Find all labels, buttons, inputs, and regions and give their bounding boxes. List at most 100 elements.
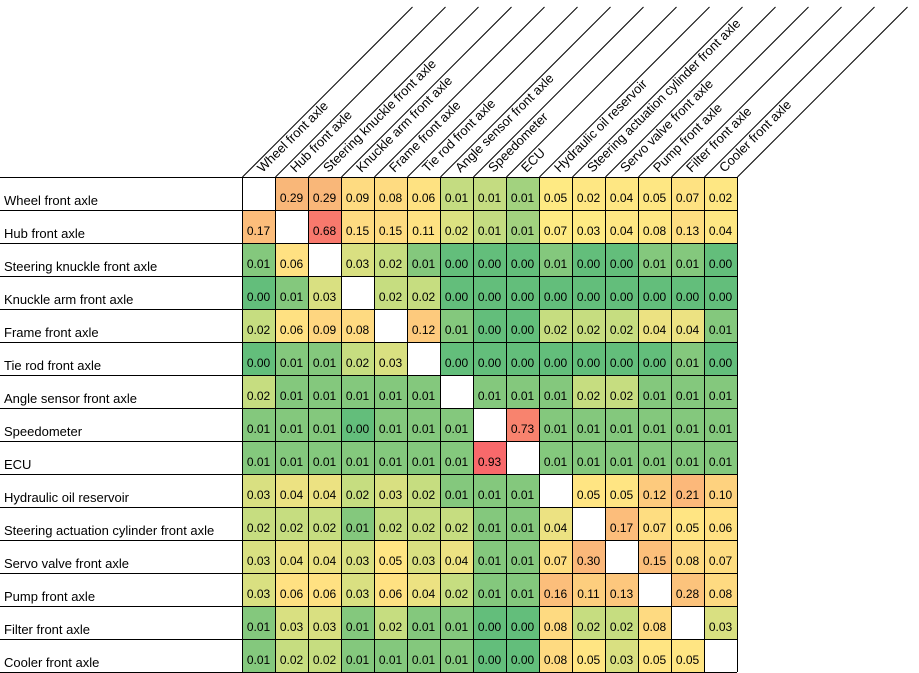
heatmap-cell — [473, 243, 506, 276]
cell-value: 0.01 — [676, 455, 700, 469]
row-label: Servo valve front axle — [4, 556, 130, 571]
heatmap-cell — [407, 639, 440, 672]
cell-value: 0.06 — [280, 257, 304, 271]
cell-value: 0.02 — [247, 389, 271, 403]
heatmap-cell — [539, 606, 572, 639]
heatmap-cell — [308, 276, 341, 309]
header-diagonal-line — [638, 6, 809, 178]
heatmap-cell — [275, 540, 308, 573]
heatmap-cell — [407, 375, 440, 408]
cell-value: 0.04 — [412, 587, 436, 601]
diagonal-cell — [671, 606, 704, 639]
heatmap-cell — [605, 639, 638, 672]
heatmap-cell — [473, 375, 506, 408]
header-diagonal-line — [242, 6, 413, 178]
heatmap-cell — [506, 243, 539, 276]
heatmap-cell — [341, 177, 374, 210]
cell-value: 0.01 — [247, 422, 271, 436]
diagonal-cell — [704, 639, 737, 672]
cell-value: 0.12 — [643, 488, 667, 502]
heatmap-cell — [473, 309, 506, 342]
cell-value: 0.01 — [445, 191, 469, 205]
cell-value: 0.01 — [445, 422, 469, 436]
row-label: Hydraulic oil reservoir — [4, 490, 129, 505]
heatmap-cell — [242, 408, 275, 441]
header-diagonal-line — [308, 6, 479, 178]
cell-value: 0.01 — [709, 422, 733, 436]
heatmap-cell — [374, 441, 407, 474]
heatmap-cell — [539, 507, 572, 540]
heatmap-cell — [341, 375, 374, 408]
row-label: Frame front axle — [4, 325, 99, 340]
cell-value: 0.01 — [709, 389, 733, 403]
heatmap-cell — [341, 342, 374, 375]
cell-value: 0.00 — [709, 290, 733, 304]
heatmap-cell — [539, 342, 572, 375]
heatmap-cell — [341, 639, 374, 672]
cell-value: 0.03 — [610, 653, 634, 667]
cell-value: 0.00 — [247, 356, 271, 370]
heatmap-cell — [341, 507, 374, 540]
cell-value: 0.06 — [709, 521, 733, 535]
cell-value: 0.02 — [577, 191, 601, 205]
cell-value: 0.01 — [346, 389, 370, 403]
row-label: ECU — [4, 457, 32, 472]
heatmap-cell — [374, 573, 407, 606]
row-label: Steering knuckle front axle — [4, 259, 158, 274]
heatmap-cell — [407, 309, 440, 342]
cell-value: 0.02 — [610, 389, 634, 403]
cell-value: 0.01 — [478, 389, 502, 403]
diagonal-cell — [539, 474, 572, 507]
heatmap-cell — [671, 474, 704, 507]
heatmap-cell — [605, 507, 638, 540]
cell-value: 0.01 — [643, 389, 667, 403]
heatmap-cell — [671, 243, 704, 276]
cell-value: 0.01 — [412, 653, 436, 667]
heatmap-cell — [440, 276, 473, 309]
heatmap-cell — [440, 342, 473, 375]
heatmap-cell — [671, 639, 704, 672]
row-label: Tie rod front axle — [4, 358, 102, 373]
cell-value: 0.08 — [379, 191, 403, 205]
cell-value: 0.01 — [247, 653, 271, 667]
cell-value: 0.05 — [610, 488, 634, 502]
heatmap-cell — [671, 573, 704, 606]
heatmap-cell — [671, 309, 704, 342]
cell-value: 0.02 — [577, 620, 601, 634]
cell-value: 0.04 — [709, 224, 733, 238]
cell-value: 0.15 — [346, 224, 370, 238]
cell-value: 0.07 — [544, 554, 568, 568]
cell-value: 0.09 — [313, 323, 337, 337]
heatmap-cell — [671, 276, 704, 309]
cell-value: 0.01 — [313, 422, 337, 436]
cell-value: 0.01 — [511, 389, 535, 403]
cell-value: 0.02 — [445, 224, 469, 238]
cell-value: 0.03 — [280, 620, 304, 634]
cell-value: 0.07 — [643, 521, 667, 535]
cell-value: 0.07 — [544, 224, 568, 238]
heatmap-cell — [308, 540, 341, 573]
heatmap-cell — [440, 639, 473, 672]
cell-value: 0.02 — [379, 290, 403, 304]
cell-value: 0.00 — [478, 620, 502, 634]
heatmap-cell — [440, 507, 473, 540]
cell-value: 0.00 — [610, 290, 634, 304]
heatmap-cell — [440, 441, 473, 474]
cell-value: 0.00 — [511, 653, 535, 667]
heatmap-cell — [506, 276, 539, 309]
heatmap-cell — [605, 606, 638, 639]
heatmap-cell — [374, 375, 407, 408]
cell-value: 0.01 — [280, 290, 304, 304]
cell-value: 0.00 — [511, 356, 535, 370]
cell-value: 0.01 — [511, 488, 535, 502]
cell-value: 0.02 — [313, 521, 337, 535]
heatmap-cell — [473, 507, 506, 540]
heatmap-cell — [275, 276, 308, 309]
heatmap-cell — [242, 309, 275, 342]
heatmap-cell — [308, 408, 341, 441]
cell-value: 0.00 — [544, 290, 568, 304]
heatmap-cell — [440, 210, 473, 243]
heatmap-cell — [671, 375, 704, 408]
heatmap-cell — [308, 474, 341, 507]
header-diagonal-line — [605, 6, 776, 178]
